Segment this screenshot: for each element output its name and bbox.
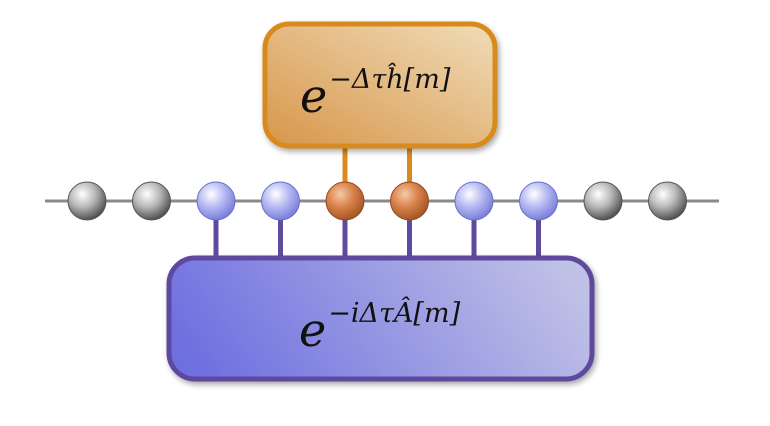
bottom-gate-box: [166, 255, 595, 382]
site-blue: [454, 181, 494, 221]
top-gate-label: e−Δτĥ[m]: [300, 66, 450, 119]
site-blue: [261, 181, 300, 221]
site-neutral: [648, 181, 687, 221]
bottom-gate-label: e−iΔτÂ[m]: [299, 300, 460, 353]
site-neutral: [67, 181, 107, 221]
top-gate-base: e: [300, 69, 328, 123]
site-orange: [325, 181, 365, 221]
top-gate-box: [262, 21, 498, 149]
site-neutral: [132, 181, 171, 221]
top-gate-exponent: −Δτĥ[m]: [329, 64, 451, 95]
bottom-gate-base: e: [299, 303, 327, 357]
chain-sites: [67, 181, 687, 221]
bottom-gate-exponent: −iΔτÂ[m]: [328, 298, 461, 329]
site-orange: [390, 181, 429, 221]
site-blue: [196, 181, 236, 221]
site-neutral: [583, 181, 623, 221]
site-blue: [519, 181, 558, 221]
